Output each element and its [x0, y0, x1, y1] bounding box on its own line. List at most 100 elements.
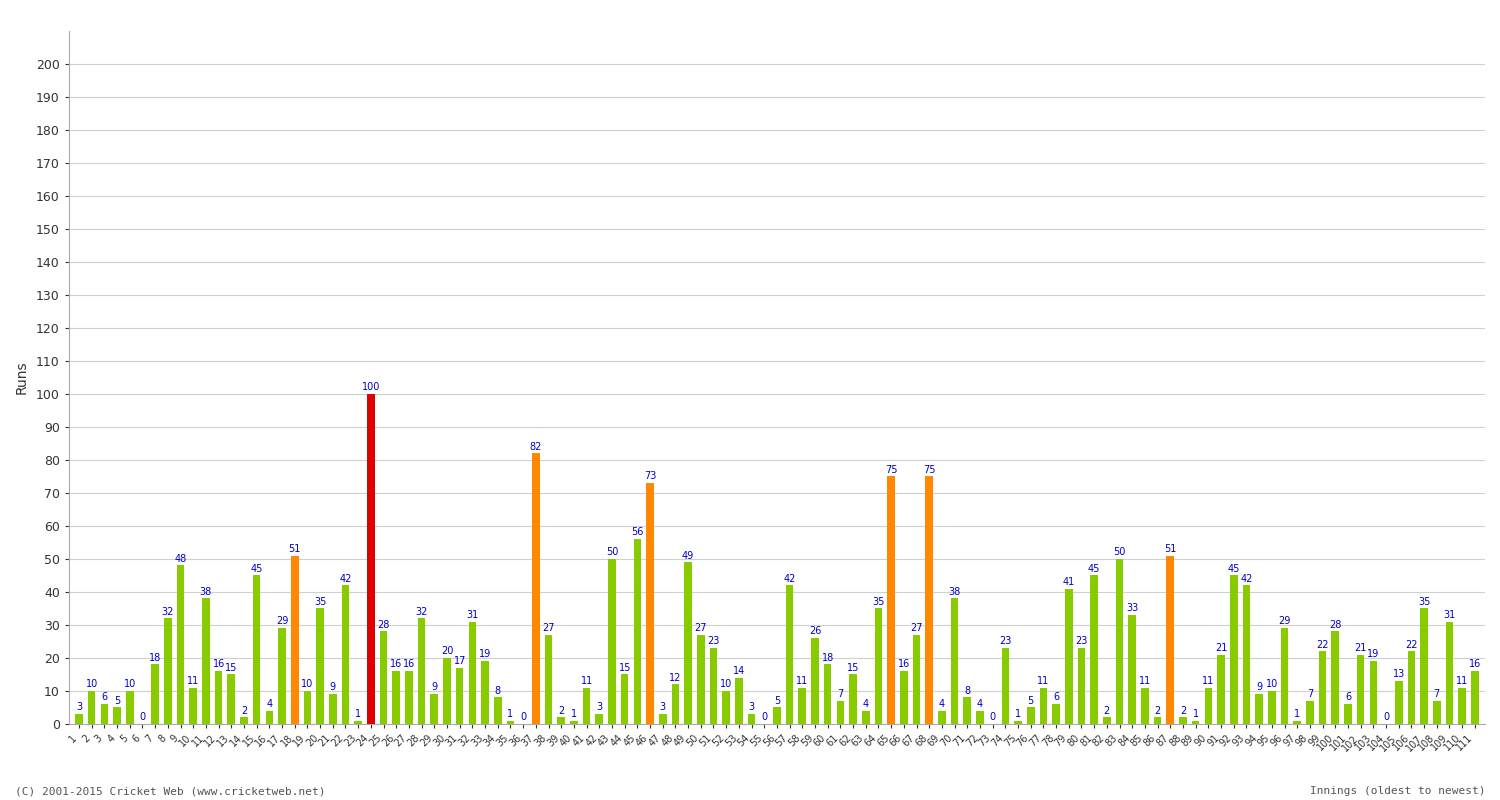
Bar	[1116, 559, 1124, 724]
Text: 10: 10	[302, 679, 313, 689]
Text: 75: 75	[922, 465, 936, 474]
Text: 17: 17	[453, 656, 466, 666]
Bar	[558, 718, 566, 724]
Bar	[126, 691, 134, 724]
Text: 0: 0	[990, 712, 996, 722]
Bar	[900, 671, 908, 724]
Bar	[189, 687, 196, 724]
Text: 1: 1	[1016, 709, 1022, 719]
Text: 15: 15	[225, 662, 237, 673]
Text: (C) 2001-2015 Cricket Web (www.cricketweb.net): (C) 2001-2015 Cricket Web (www.cricketwe…	[15, 786, 326, 796]
Bar	[570, 721, 578, 724]
Text: 11: 11	[1138, 676, 1150, 686]
Text: 3: 3	[748, 702, 754, 712]
Bar	[926, 476, 933, 724]
Text: 21: 21	[1354, 643, 1366, 653]
Bar	[1065, 589, 1072, 724]
Bar	[963, 698, 970, 724]
Text: 35: 35	[873, 597, 885, 606]
Bar	[1256, 694, 1263, 724]
Text: 3: 3	[76, 702, 82, 712]
Bar	[228, 674, 236, 724]
Bar	[266, 710, 273, 724]
Bar	[596, 714, 603, 724]
Text: 10: 10	[720, 679, 732, 689]
Text: 11: 11	[188, 676, 200, 686]
Text: 11: 11	[1202, 676, 1215, 686]
Bar	[507, 721, 515, 724]
Bar	[1128, 615, 1136, 724]
Text: 6: 6	[1053, 692, 1059, 702]
Bar	[1420, 608, 1428, 724]
Text: 41: 41	[1062, 577, 1076, 587]
Text: 27: 27	[910, 623, 922, 633]
Text: 18: 18	[148, 653, 162, 662]
Text: 27: 27	[543, 623, 555, 633]
Bar	[482, 661, 489, 724]
Bar	[772, 707, 780, 724]
Bar	[1028, 707, 1035, 724]
Bar	[1154, 718, 1161, 724]
Bar	[100, 704, 108, 724]
Bar	[938, 710, 945, 724]
Text: 11: 11	[1456, 676, 1468, 686]
Bar	[442, 658, 452, 724]
Bar	[1053, 704, 1060, 724]
Text: 38: 38	[948, 587, 960, 597]
Text: 9: 9	[430, 682, 438, 693]
Text: 16: 16	[1468, 659, 1480, 670]
Text: 6: 6	[1346, 692, 1352, 702]
Text: 0: 0	[1383, 712, 1389, 722]
Bar	[75, 714, 82, 724]
Bar	[747, 714, 756, 724]
Text: 2: 2	[242, 706, 248, 715]
Text: 4: 4	[939, 699, 945, 709]
Bar	[152, 665, 159, 724]
Bar	[342, 586, 350, 724]
Bar	[1179, 718, 1186, 724]
Text: 3: 3	[596, 702, 603, 712]
Text: 31: 31	[466, 610, 478, 620]
Text: 15: 15	[847, 662, 859, 673]
Bar	[214, 671, 222, 724]
Text: 2: 2	[1155, 706, 1161, 715]
Text: 8: 8	[495, 686, 501, 696]
Bar	[1102, 718, 1110, 724]
Text: 4: 4	[267, 699, 273, 709]
Text: 5: 5	[114, 696, 120, 706]
Bar	[862, 710, 870, 724]
Text: 32: 32	[162, 606, 174, 617]
Text: 27: 27	[694, 623, 706, 633]
Text: 11: 11	[580, 676, 592, 686]
Y-axis label: Runs: Runs	[15, 361, 28, 394]
Text: 2: 2	[1104, 706, 1110, 715]
Bar	[114, 707, 122, 724]
Text: 10: 10	[1266, 679, 1278, 689]
Bar	[1344, 704, 1352, 724]
Bar	[874, 608, 882, 724]
Text: 45: 45	[1227, 564, 1240, 574]
Bar	[164, 618, 171, 724]
Text: 7: 7	[1306, 689, 1312, 699]
Text: 5: 5	[1028, 696, 1033, 706]
Bar	[354, 721, 362, 724]
Bar	[798, 687, 806, 724]
Text: 10: 10	[86, 679, 98, 689]
Bar	[254, 575, 261, 724]
Text: 1: 1	[507, 709, 513, 719]
Bar	[1002, 648, 1010, 724]
Text: 8: 8	[964, 686, 970, 696]
Text: 75: 75	[885, 465, 897, 474]
Text: 16: 16	[404, 659, 416, 670]
Text: 35: 35	[314, 597, 327, 606]
Text: 35: 35	[1418, 597, 1431, 606]
Text: 13: 13	[1392, 670, 1406, 679]
Bar	[316, 608, 324, 724]
Bar	[328, 694, 336, 724]
Bar	[494, 698, 501, 724]
Bar	[1395, 681, 1402, 724]
Text: 12: 12	[669, 673, 681, 682]
Bar	[240, 718, 248, 724]
Text: 11: 11	[796, 676, 808, 686]
Bar	[849, 674, 856, 724]
